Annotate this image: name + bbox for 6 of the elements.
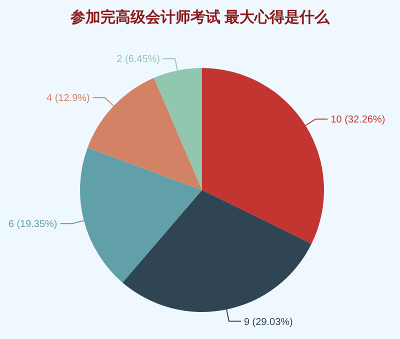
data-label: 2 (6.45%) xyxy=(116,54,160,66)
chart-title: 参加完高级会计师考试 最大心得是什么 xyxy=(69,8,331,26)
data-label: 6 (19.35%) xyxy=(8,219,58,230)
data-label: 4 (12.9%) xyxy=(46,93,90,104)
data-label: 10 (32.26%) xyxy=(330,114,386,126)
data-label: 9 (29.03%) xyxy=(244,316,293,328)
